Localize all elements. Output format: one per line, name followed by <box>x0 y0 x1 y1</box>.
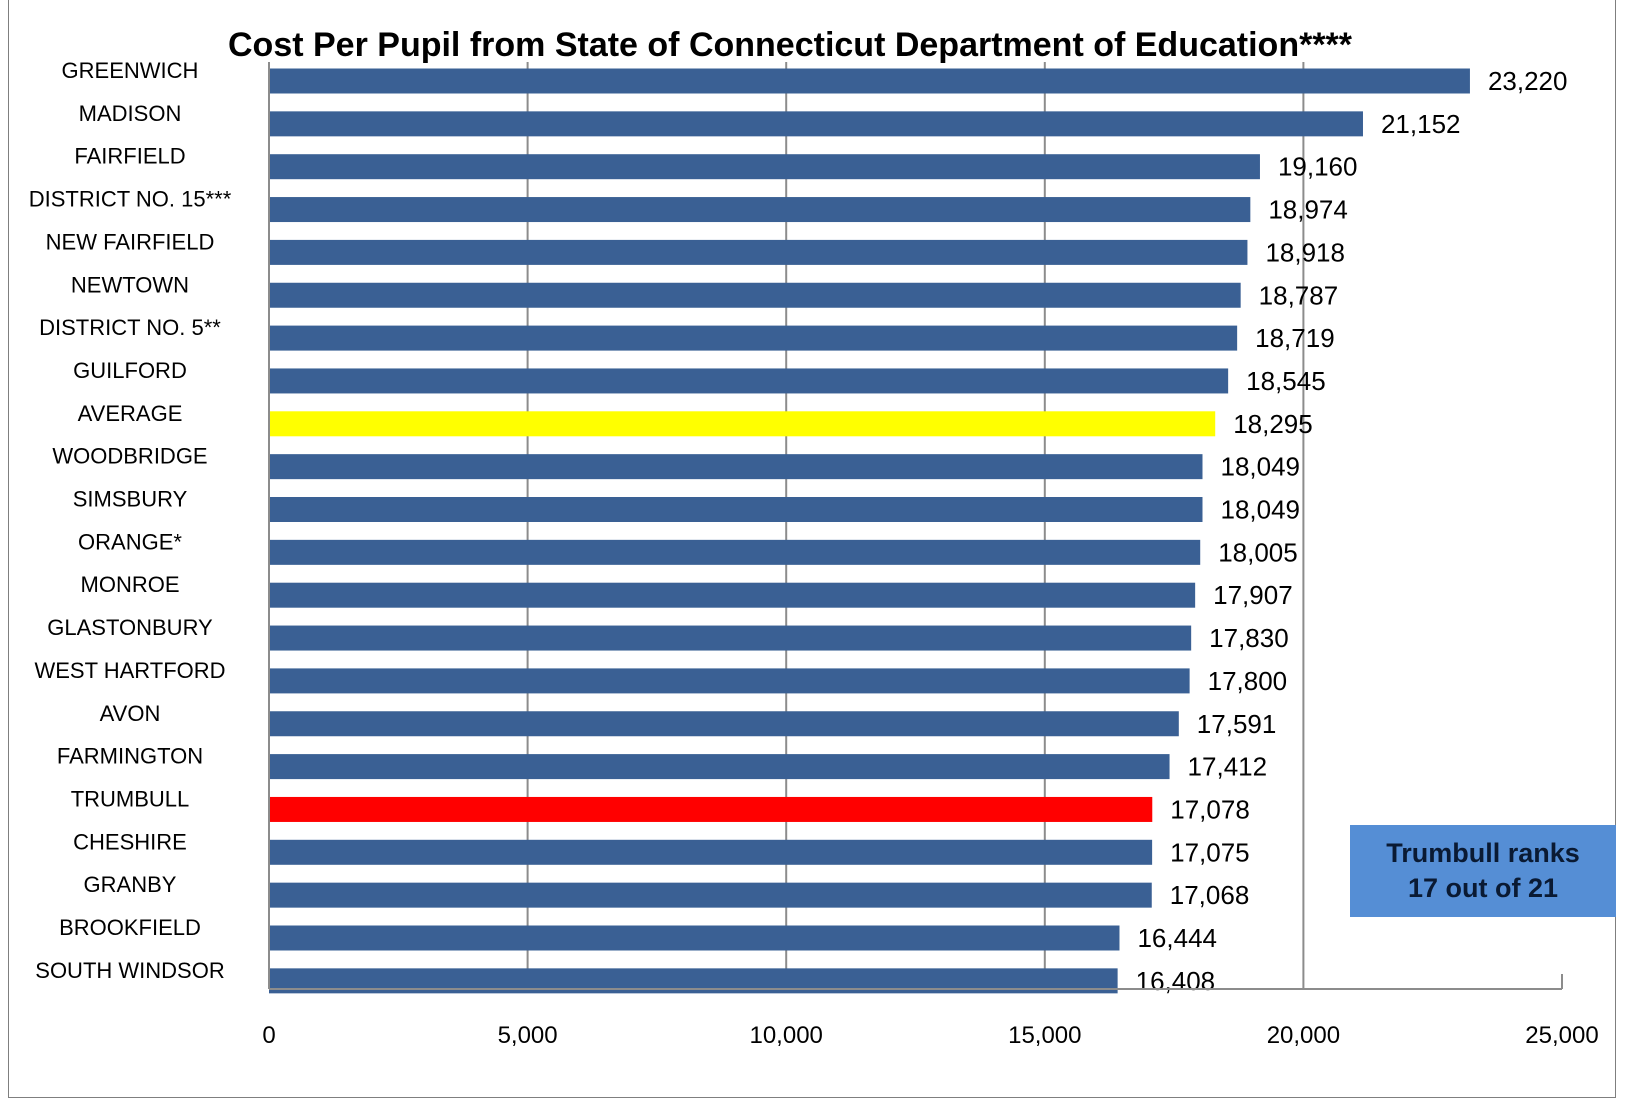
data-label: 16,408 <box>1136 966 1216 996</box>
bar-monroe <box>269 582 1196 608</box>
bar-greenwich <box>269 68 1470 94</box>
data-label: 17,800 <box>1208 666 1288 696</box>
data-label: 19,160 <box>1278 152 1358 182</box>
x-tick-label: 25,000 <box>1525 1022 1598 1049</box>
value-labels: 23,220 21,152 19,160 18,974 18,918 18,787 18,7… <box>1136 66 1568 996</box>
data-label: 18,049 <box>1220 495 1300 525</box>
data-label: 17,075 <box>1170 837 1250 867</box>
bar-brookfield <box>269 925 1120 951</box>
data-label: 18,005 <box>1218 537 1298 567</box>
trumbull-rank-callout: Trumbull ranks 17 out of 21 <box>1350 825 1616 917</box>
bar-simsbury <box>269 497 1203 522</box>
x-tick-label: 0 <box>262 1022 275 1049</box>
bar-farmington <box>269 754 1170 780</box>
category-label: AVERAGE <box>78 401 183 426</box>
category-label: GRANBY <box>84 872 177 897</box>
data-label: 23,220 <box>1488 66 1568 96</box>
bar-guilford <box>269 368 1229 394</box>
data-label: 21,152 <box>1381 109 1461 139</box>
category-label: WOODBRIDGE <box>52 444 207 469</box>
bars <box>269 68 1470 994</box>
category-label: TRUMBULL <box>71 786 190 811</box>
category-label: SIMSBURY <box>73 487 188 512</box>
data-label: 18,918 <box>1265 237 1345 267</box>
bar-district-no-5 <box>269 325 1238 351</box>
category-label: FAIRFIELD <box>74 144 185 169</box>
chart-title: Cost Per Pupil from State of Connecticut… <box>228 26 1353 64</box>
bar-district-no-15 <box>269 197 1251 223</box>
category-label: BROOKFIELD <box>59 915 201 940</box>
x-tick-label: 20,000 <box>1267 1022 1340 1049</box>
bar-glastonbury <box>269 625 1192 651</box>
category-label: DISTRICT NO. 15*** <box>29 187 232 212</box>
data-label: 17,078 <box>1170 794 1250 824</box>
data-label: 17,412 <box>1188 752 1268 782</box>
x-tick-label: 5,000 <box>498 1022 558 1049</box>
bar-avon <box>269 711 1179 737</box>
x-tick-label: 10,000 <box>749 1022 822 1049</box>
data-label: 18,719 <box>1255 323 1335 353</box>
data-label: 17,068 <box>1170 880 1250 910</box>
callout-line-1: Trumbull ranks <box>1386 837 1580 868</box>
callout-line-2: 17 out of 21 <box>1407 873 1559 903</box>
category-label: NEW FAIRFIELD <box>46 229 215 254</box>
category-label: CHESHIRE <box>73 829 187 854</box>
bar-average <box>269 411 1216 437</box>
data-label: 17,830 <box>1209 623 1289 653</box>
category-label: GLASTONBURY <box>47 615 213 640</box>
bar-newtown <box>269 282 1241 308</box>
category-label: FARMINGTON <box>57 744 203 769</box>
bar-cheshire <box>269 839 1153 865</box>
data-label: 18,787 <box>1259 280 1339 310</box>
category-label: AVON <box>100 701 161 726</box>
category-label: DISTRICT NO. 5** <box>39 315 221 340</box>
x-axis: 0 5,000 10,000 15,000 20,000 25,000 <box>262 62 1599 1049</box>
category-label: MONROE <box>81 572 180 597</box>
data-label: 18,974 <box>1268 195 1348 225</box>
data-label: 16,444 <box>1137 923 1217 953</box>
data-label: 18,545 <box>1246 366 1326 396</box>
bar-woodbridge <box>269 454 1203 480</box>
bar-fairfield <box>269 154 1260 180</box>
category-labels: GREENWICH MADISON FAIRFIELD DISTRICT NO. 15… <box>29 58 232 983</box>
category-label: GUILFORD <box>73 358 187 383</box>
bar-orange <box>269 539 1201 565</box>
data-label: 17,907 <box>1213 580 1293 610</box>
data-label: 17,591 <box>1197 709 1277 739</box>
data-label: 18,295 <box>1233 409 1313 439</box>
bar-trumbull <box>269 796 1153 822</box>
data-label: 18,049 <box>1220 452 1300 482</box>
bar-madison <box>269 111 1363 137</box>
category-label: WEST HARTFORD <box>34 658 225 683</box>
category-label: NEWTOWN <box>71 272 189 297</box>
x-tick-label: 15,000 <box>1008 1022 1081 1049</box>
category-label: SOUTH WINDSOR <box>35 958 224 983</box>
category-label: ORANGE* <box>78 529 182 554</box>
category-label: GREENWICH <box>62 58 199 83</box>
category-label: MADISON <box>79 101 182 126</box>
bar-granby <box>269 882 1152 908</box>
bar-west-hartford <box>269 668 1190 694</box>
bar-new-fairfield <box>269 239 1248 265</box>
